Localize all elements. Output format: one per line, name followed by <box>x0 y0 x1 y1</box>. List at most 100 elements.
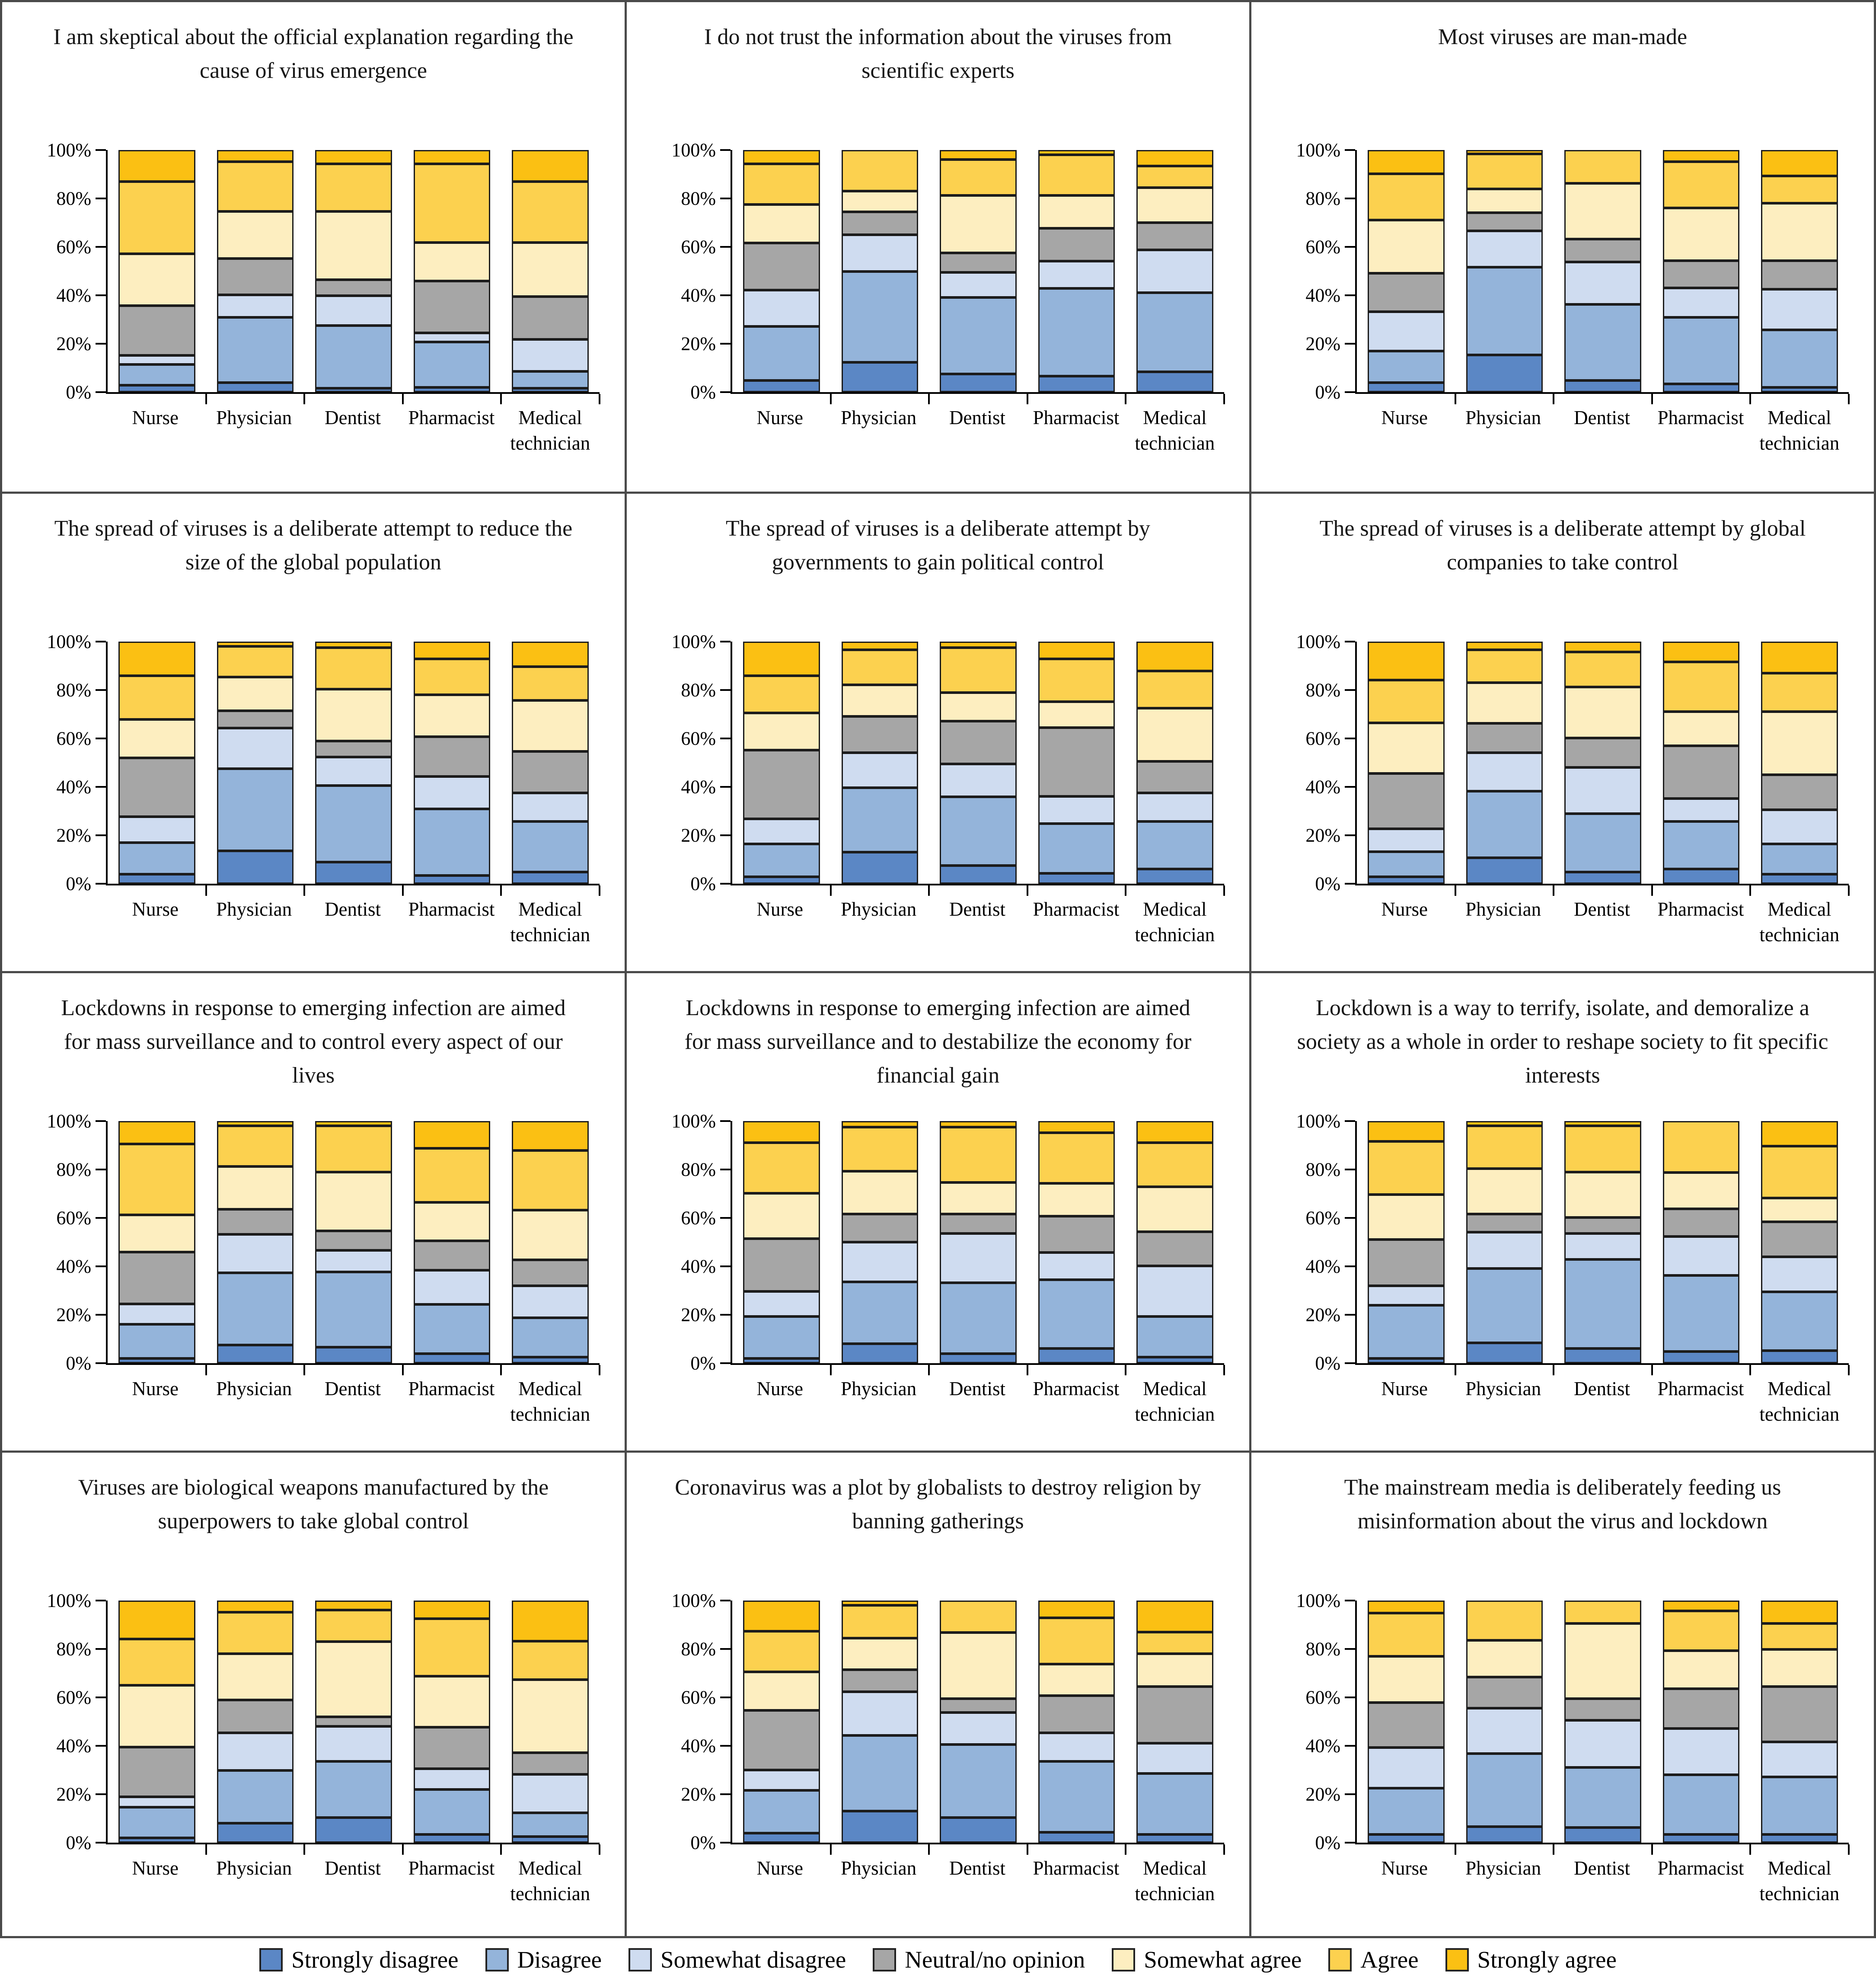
segment-agree <box>1368 1613 1445 1656</box>
bar-group-dentist <box>929 1601 1027 1843</box>
segment-strongly-agree <box>1368 1601 1445 1614</box>
y-tick-label: 0% <box>690 381 716 403</box>
x-tick-mark <box>1749 394 1752 404</box>
x-axis-labels: Nurse Physician Dentist Pharmacist Medical te… <box>731 1376 1224 1427</box>
segment-strongly-disagree <box>743 380 820 392</box>
plot-area: 0% 20% 40% 60% 80% 100% Nurse Physician Dentist… <box>1251 1111 1874 1427</box>
y-tick-label: 20% <box>56 333 91 355</box>
segment-strongly-agree <box>512 642 589 667</box>
y-tick-mark <box>720 1169 731 1170</box>
segment-neutral-no-opinion <box>841 716 919 753</box>
stacked-bar <box>118 1601 195 1843</box>
x-tick-mark <box>1454 1365 1456 1375</box>
y-tick-mark <box>720 1120 731 1122</box>
segment-strongly-disagree <box>413 875 491 884</box>
bar-group-dentist <box>1554 1121 1652 1364</box>
segment-agree <box>217 161 294 211</box>
segment-agree <box>512 1150 589 1211</box>
segment-somewhat-disagree <box>940 1233 1017 1283</box>
segment-strongly-agree <box>118 1121 195 1144</box>
x-tick-mark <box>1848 1844 1850 1855</box>
segment-somewhat-agree <box>315 1172 392 1231</box>
segment-agree <box>315 163 392 211</box>
segment-agree <box>413 163 491 243</box>
y-axis: 0% 20% 40% 60% 80% 100% <box>41 140 106 403</box>
segment-neutral-no-opinion <box>1136 223 1213 250</box>
x-tick-mark <box>1553 394 1555 404</box>
bar-group-nurse <box>732 1601 831 1843</box>
y-tick-mark <box>96 738 106 739</box>
x-tick-mark <box>303 1365 306 1375</box>
segment-disagree <box>1761 844 1838 875</box>
x-tick-mark <box>1553 1844 1555 1855</box>
x-tick-mark <box>1125 1844 1127 1855</box>
segment-somewhat-disagree <box>1038 1733 1115 1761</box>
x-tick-mark <box>599 1365 600 1375</box>
segment-disagree <box>1368 851 1445 877</box>
bar-group-pharmacist <box>403 1121 501 1363</box>
legend-swatch <box>873 1948 897 1971</box>
segment-strongly-disagree <box>118 874 195 884</box>
x-tick-mark <box>402 1365 404 1375</box>
segment-neutral-no-opinion <box>1564 738 1641 767</box>
y-tick-label: 0% <box>1315 873 1340 895</box>
segment-agree <box>118 675 195 720</box>
segment-strongly-disagree <box>1662 384 1740 392</box>
x-label-physician: Physician <box>216 1378 292 1399</box>
stacked-bar <box>841 642 919 884</box>
x-label-dentist: Dentist <box>949 898 1006 920</box>
segment-strongly-disagree <box>315 388 392 392</box>
y-tick-mark <box>96 689 106 691</box>
x-tick-mark <box>500 885 502 896</box>
segment-somewhat-disagree <box>1136 1265 1213 1317</box>
x-label-medical-technician: Medical technician <box>1135 1378 1215 1425</box>
segment-somewhat-disagree <box>743 1291 820 1317</box>
chart-panel-6: The spread of viruses is a deliberate at… <box>1251 494 1874 971</box>
segment-strongly-disagree <box>743 1358 820 1364</box>
segment-somewhat-disagree <box>1564 1720 1641 1767</box>
bar-group-dentist <box>304 642 403 884</box>
segment-somewhat-disagree <box>841 753 919 788</box>
segment-somewhat-agree <box>1564 1623 1641 1699</box>
segment-strongly-disagree <box>1136 371 1213 392</box>
bar-group-physician <box>831 1121 929 1363</box>
y-tick-label: 20% <box>1305 1304 1340 1326</box>
y-axis: 0% 20% 40% 60% 80% 100% <box>41 1111 106 1374</box>
segment-somewhat-disagree <box>315 1726 392 1761</box>
y-tick-mark <box>96 198 106 199</box>
x-tick-mark <box>1026 1844 1028 1855</box>
bar-group-physician <box>1455 642 1554 884</box>
segment-somewhat-disagree <box>1136 793 1213 821</box>
segment-neutral-no-opinion <box>1466 723 1543 753</box>
segment-neutral-no-opinion <box>940 1214 1017 1233</box>
segment-neutral-no-opinion <box>512 751 589 793</box>
x-label-nurse: Nurse <box>132 1857 179 1879</box>
bars <box>108 642 600 884</box>
chart-panel-10: Viruses are biological weapons manufactu… <box>2 1453 625 1936</box>
segment-strongly-agree <box>315 1121 392 1126</box>
segment-somewhat-agree <box>743 713 820 751</box>
plot-column: Nurse Physician Dentist Pharmacist Medical te… <box>96 641 600 947</box>
x-tick-mark <box>1553 1365 1555 1375</box>
x-label-dentist: Dentist <box>949 407 1006 428</box>
x-label-medical-technician: Medical technician <box>1135 407 1215 454</box>
plot <box>1345 641 1850 896</box>
y-tick-mark <box>1345 1842 1355 1844</box>
segment-strongly-agree <box>1038 642 1115 659</box>
stacked-bar <box>1136 150 1213 392</box>
segment-disagree <box>315 1272 392 1347</box>
x-tick-mark <box>1125 394 1127 404</box>
segment-neutral-no-opinion <box>940 1698 1017 1713</box>
y-axis: 0% 20% 40% 60% 80% 100% <box>666 1111 731 1374</box>
y-tick-label: 80% <box>681 1638 716 1660</box>
plot-area: 0% 20% 40% 60% 80% 100% Nurse Physician Dentist… <box>2 140 625 456</box>
segment-agree <box>1136 1632 1213 1654</box>
plot-column: Nurse Physician Dentist Pharmacist Medical te… <box>720 1600 1225 1906</box>
x-axis-labels: Nurse Physician Dentist Pharmacist Medical te… <box>731 405 1224 456</box>
segment-agree <box>217 1126 294 1167</box>
segment-somewhat-agree <box>1662 1172 1740 1209</box>
x-label-medical-technician: Medical technician <box>1759 1857 1840 1904</box>
x-tick-mark <box>1749 1844 1752 1855</box>
chart-title: I am skeptical about the official explan… <box>53 25 574 83</box>
